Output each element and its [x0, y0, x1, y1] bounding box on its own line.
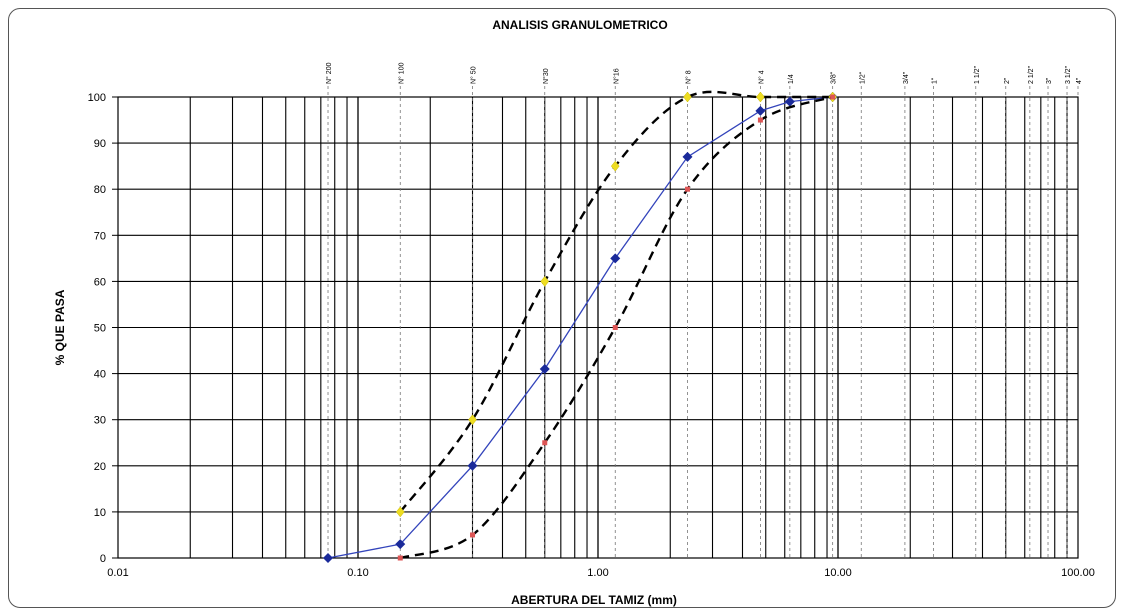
y-tick-label: 50 [94, 323, 106, 335]
sieve-label: 3/4" [903, 71, 910, 84]
band-point-upper [395, 506, 405, 518]
chart-frame [8, 8, 1116, 608]
sieve-label: 4" [1076, 77, 1083, 84]
band-point-lower [470, 532, 476, 538]
y-tick-label: 60 [94, 276, 106, 288]
sieve-label: 2 1/2" [1028, 65, 1035, 84]
y-tick-label: 0 [100, 553, 106, 565]
x-tick-label: 1.00 [587, 567, 608, 579]
sample-point [784, 96, 795, 107]
sample-point [682, 151, 693, 162]
sieve-label: 1" [932, 77, 939, 84]
band-point-upper [756, 91, 765, 103]
sample-point [755, 105, 766, 116]
sample-point [610, 253, 621, 264]
sieve-label: 3 1/2" [1065, 65, 1072, 84]
sample-point [395, 539, 406, 550]
band-point-lower [612, 325, 618, 330]
band-point-lower [830, 94, 836, 100]
sieve-markers: N° 200 N° 100 N° 50 N°30 N°16 N° 8 N° 4 1/4 3/8"… [325, 62, 1083, 558]
sieve-label: N°16 [612, 68, 620, 84]
band-curve-1 [399, 90, 833, 513]
band-point-upper [610, 160, 620, 172]
sieve-label: N° 50 [470, 66, 478, 84]
sieve-label: 1/2" [859, 71, 866, 84]
sieve-label: N° 4 [757, 70, 765, 84]
band-point-upper [683, 91, 692, 103]
band-point-lower [757, 117, 763, 123]
band-point-lower [397, 555, 403, 561]
x-axis-label: ABERTURA DEL TAMIZ (mm) [511, 593, 677, 607]
sieve-label: N° 200 [325, 62, 333, 84]
sample-point [323, 553, 334, 563]
sieve-label: N° 100 [397, 62, 405, 84]
x-tick-label: 10.00 [824, 567, 852, 579]
grid-lines [118, 96, 1078, 559]
y-tick-label: 20 [94, 461, 106, 473]
y-tick-label: 10 [94, 507, 106, 519]
sieve-label: N° 8 [684, 70, 692, 84]
sieve-label: N°30 [542, 68, 550, 84]
y-axis-label: % QUE PASA [53, 289, 67, 365]
sample-point [467, 460, 478, 471]
band-point-upper [468, 414, 477, 426]
x-tick-label: 100.00 [1061, 567, 1095, 579]
sieve-label: 3/8" [831, 71, 838, 84]
y-tick-label: 40 [94, 369, 106, 381]
tick-labels: 0 10 20 30 40 50 60 70 80 90 100 0.01 0.10 1.00 10.00 1… [88, 92, 1095, 579]
sieve-label: 2" [1004, 77, 1011, 84]
y-tick-label: 90 [94, 138, 106, 150]
data-series [323, 90, 838, 563]
chart-title: ANALISIS GRANULOMETRICO [492, 18, 667, 32]
x-tick-label: 0.01 [107, 567, 128, 579]
band-point-lower [542, 440, 548, 446]
sieve-label: 1/4 [788, 74, 795, 84]
sieve-label: 3" [1046, 77, 1053, 84]
sieve-label: 1 1/2" [974, 65, 981, 84]
x-tick-label: 0.10 [347, 567, 368, 579]
y-tick-label: 100 [88, 92, 106, 104]
y-tick-label: 70 [94, 230, 106, 242]
sample-point [539, 363, 550, 374]
band-point-lower [684, 186, 690, 192]
y-tick-label: 30 [94, 415, 106, 427]
y-tick-label: 80 [94, 184, 106, 196]
band-point-upper [540, 275, 550, 287]
